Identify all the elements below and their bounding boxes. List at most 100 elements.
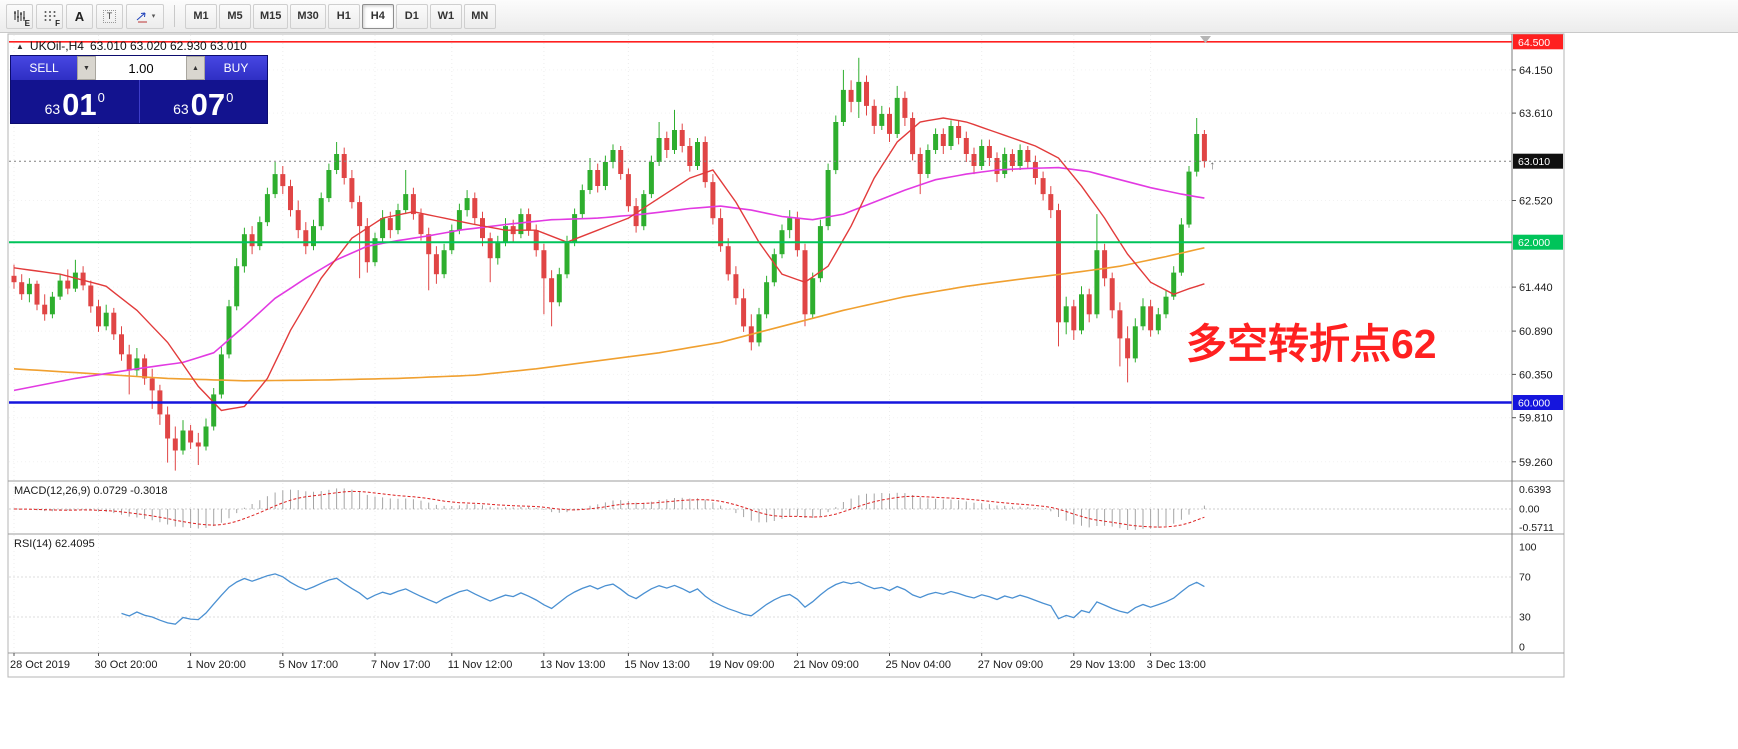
letter-a-icon: A: [74, 8, 85, 24]
one-click-trading-panel: SELL ▼ 1.00 ▲ BUY 63 01 0 63 07 0: [10, 55, 268, 124]
svg-text:21 Nov 09:00: 21 Nov 09:00: [793, 659, 858, 671]
rsi-level-lines: [9, 576, 1512, 618]
timeframe-button-m15[interactable]: M15: [253, 3, 289, 29]
text-annotation-icon[interactable]: A: [66, 3, 93, 29]
svg-text:63.610: 63.610: [1519, 108, 1553, 120]
chart-window-border: [7, 33, 1565, 678]
timeframe-button-m5[interactable]: M5: [219, 3, 251, 29]
svg-text:28 Oct 2019: 28 Oct 2019: [10, 659, 70, 671]
svg-text:3 Dec 13:00: 3 Dec 13:00: [1147, 659, 1206, 671]
rsi-axis-labels: 100 70 30 0: [1519, 542, 1537, 654]
trade-prices-row: 63 01 0 63 07 0: [11, 80, 267, 123]
dropdown-caret-icon: ▾: [151, 13, 156, 20]
symbol-triangle-icon: ▲: [16, 41, 24, 51]
timeframe-button-m30[interactable]: M30: [290, 3, 326, 29]
svg-text:7 Nov 17:00: 7 Nov 17:00: [371, 659, 430, 671]
time-axis[interactable]: 28 Oct 2019 30 Oct 20:00 1 Nov 20:00 5 Nov …: [10, 653, 1206, 671]
svg-text:29 Nov 13:00: 29 Nov 13:00: [1070, 659, 1135, 671]
timeframe-button-d1[interactable]: D1: [395, 3, 428, 29]
svg-text:64.150: 64.150: [1519, 65, 1553, 77]
sell-price-big: 01: [62, 87, 97, 123]
price-axis-area[interactable]: [1513, 34, 1564, 653]
svg-text:5 Nov 17:00: 5 Nov 17:00: [279, 659, 338, 671]
buy-price-prefix: 63: [173, 101, 189, 117]
buy-price-big: 07: [190, 87, 226, 123]
timeframe-button-h1[interactable]: H1: [327, 3, 360, 29]
rsi-label: RSI(14) 62.4095: [14, 538, 95, 550]
ohlc-bars-icon: [13, 10, 25, 22]
chart-shift-marker-icon[interactable]: [1200, 36, 1211, 43]
sell-price-display[interactable]: 63 01 0: [11, 80, 139, 123]
buy-price-display[interactable]: 63 07 0: [138, 80, 268, 123]
horizontal-line-objects[interactable]: [9, 40, 1512, 404]
svg-text:0.00: 0.00: [1519, 504, 1540, 516]
buy-price-sup: 0: [226, 90, 234, 105]
svg-text:60.890: 60.890: [1519, 326, 1553, 338]
svg-text:19 Nov 09:00: 19 Nov 09:00: [709, 659, 774, 671]
rsi-line: [121, 573, 1205, 625]
timeframe-toolbar: M1 M5 M15 M30 H1 H4 D1 W1 MN: [185, 3, 496, 29]
chart-title-overlay: ▲ UKOil-,H4 63.010 63.020 62.930 63.010: [16, 39, 247, 53]
svg-text:27 Nov 09:00: 27 Nov 09:00: [978, 659, 1043, 671]
timeframe-button-h4[interactable]: H4: [361, 3, 394, 29]
volume-up-button[interactable]: ▲: [186, 56, 205, 80]
svg-text:13 Nov 13:00: 13 Nov 13:00: [540, 659, 605, 671]
chart-plot-area[interactable]: [8, 34, 1512, 678]
svg-text:62.000: 62.000: [1518, 237, 1550, 249]
svg-text:1 Nov 20:00: 1 Nov 20:00: [187, 659, 246, 671]
chart-annotation-text[interactable]: 多空转折点62: [1186, 321, 1437, 367]
macd-signal-line: [13, 490, 1205, 528]
svg-text:15 Nov 13:00: 15 Nov 13:00: [624, 659, 689, 671]
label-object-icon[interactable]: T: [96, 3, 123, 29]
dots-grid-icon: [44, 11, 55, 21]
svg-text:61.440: 61.440: [1519, 282, 1553, 294]
ma-medium-magenta: [13, 166, 1205, 392]
buy-button[interactable]: BUY: [205, 56, 267, 80]
main-toolbar: E F A T ▾ M1 M5 M15 M30 H1 H4 D1 W1 MN: [0, 0, 1738, 33]
svg-text:-0.5711: -0.5711: [1519, 522, 1554, 534]
svg-text:0: 0: [1519, 642, 1525, 654]
arrow-objects-icon[interactable]: ▾: [126, 3, 164, 29]
svg-text:11 Nov 12:00: 11 Nov 12:00: [448, 659, 513, 671]
arrows-icon: [136, 12, 147, 22]
svg-text:25 Nov 04:00: 25 Nov 04:00: [886, 659, 951, 671]
svg-text:62.520: 62.520: [1519, 196, 1553, 208]
svg-text:30: 30: [1519, 612, 1531, 624]
svg-text:100: 100: [1519, 542, 1537, 554]
svg-text:70: 70: [1519, 572, 1531, 584]
price-axis-badges: 64.500 63.010 62.000 60.000: [1513, 34, 1563, 410]
price-pointer-icon: ↑: [1209, 158, 1215, 172]
svg-text:60.000: 60.000: [1518, 398, 1550, 410]
timeframe-button-mn[interactable]: MN: [463, 3, 496, 29]
svg-text:59.810: 59.810: [1519, 413, 1553, 425]
svg-text:59.260: 59.260: [1519, 457, 1553, 469]
chart-ohlc-values: 63.010 63.020 62.930 63.010: [89, 39, 247, 53]
sell-price-sup: 0: [97, 90, 105, 105]
svg-text:60.350: 60.350: [1519, 369, 1553, 381]
macd-histogram: [21, 488, 1205, 530]
svg-text:63.010: 63.010: [1518, 156, 1550, 168]
trade-controls-row: SELL ▼ 1.00 ▲ BUY: [11, 56, 267, 80]
macd-axis-labels: 0.6393 0.00 -0.5711: [1519, 484, 1554, 534]
price-axis-labels[interactable]: 64.150 63.610 62.520 61.440 60.890 60.350 59.8…: [1512, 65, 1553, 469]
chart-symbol-period: UKOil-,H4: [29, 39, 84, 53]
ma-fast-red: [13, 117, 1205, 412]
macd-label: MACD(12,26,9) 0.0729 -0.3018: [14, 485, 167, 497]
sell-button[interactable]: SELL: [11, 56, 77, 80]
svg-text:30 Oct 20:00: 30 Oct 20:00: [95, 659, 158, 671]
indicator-e-icon[interactable]: E: [6, 3, 33, 29]
indicator-f-icon[interactable]: F: [36, 3, 63, 29]
text-frame-icon: T: [102, 9, 117, 23]
horizontal-gridlines: [9, 69, 1512, 463]
timeframe-button-w1[interactable]: W1: [429, 3, 462, 29]
volume-input[interactable]: 1.00: [96, 56, 186, 80]
svg-text:0.6393: 0.6393: [1519, 484, 1551, 496]
timeframe-button-m1[interactable]: M1: [185, 3, 217, 29]
volume-down-button[interactable]: ▼: [77, 56, 96, 80]
indicator-f-label: F: [55, 18, 60, 28]
toolbar-separator: [174, 5, 175, 27]
ma-slow-orange: [13, 247, 1205, 382]
sell-price-prefix: 63: [44, 101, 61, 117]
